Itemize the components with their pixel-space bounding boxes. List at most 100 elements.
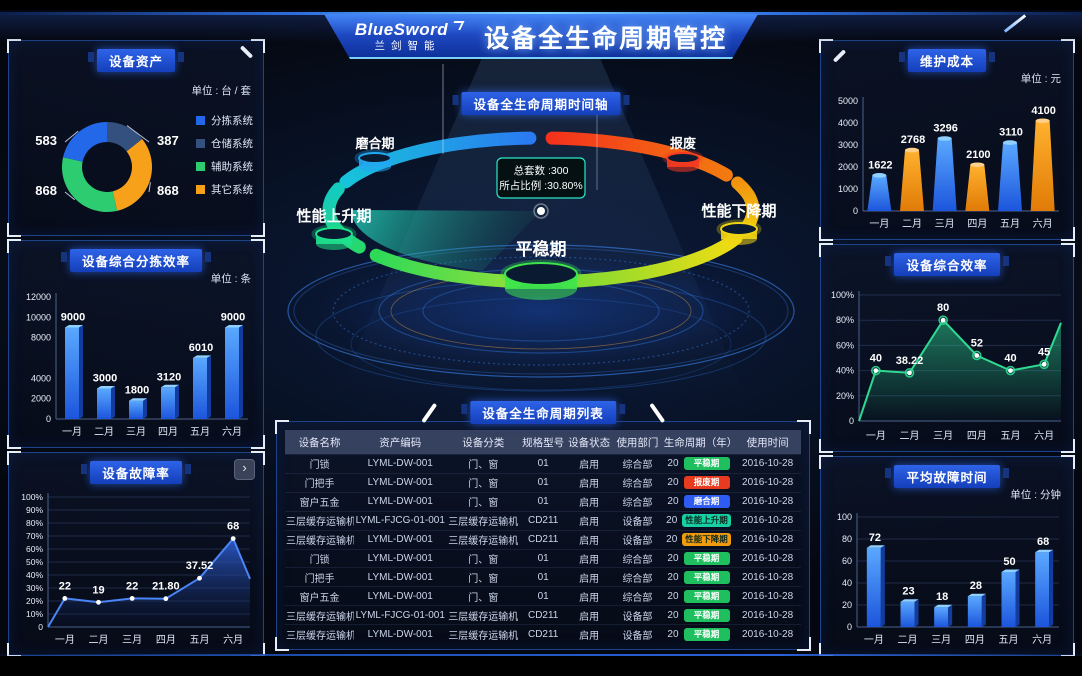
table-title-badge: 设备全生命周期列表 [461,401,625,424]
assets-chart-legend: 分拣系统仓储系统辅助系统其它系统 [196,105,253,205]
svg-text:二月: 二月 [94,426,114,438]
svg-text:20: 20 [842,600,852,610]
table-cell: 启用 [579,517,600,529]
lifecycle-years: 20 [667,609,679,621]
svg-text:1000: 1000 [838,184,858,194]
table-cell: 门锁 [309,554,330,566]
top-black-strip [0,0,1082,10]
lifecycle-cell: 20 磨合期 [663,495,734,509]
data-point [940,317,946,323]
svg-text:68: 68 [227,521,239,533]
date-cell: 2016-10-28 [742,571,794,583]
svg-text:磨合期: 磨合期 [355,136,394,151]
table-cell: 综合部 [622,498,653,510]
svg-text:0: 0 [46,414,51,424]
svg-text:五月: 五月 [190,426,210,438]
bar [1030,118,1055,211]
stage-badge: 平稳期 [683,627,730,641]
svg-text:二月: 二月 [89,634,109,646]
table-row[interactable]: 窗户五金 LYML-DW-001 门、窗 01 启用 综合部 20 平稳期 2016-10-28 [285,586,801,605]
data-point [129,596,135,601]
svg-text:21.80: 21.80 [152,581,180,593]
data-point [163,596,169,602]
svg-text:总套数 :300: 总套数 :300 [514,164,569,177]
svg-text:40%: 40% [836,366,854,376]
svg-text:3296: 3296 [933,122,957,134]
table-header-cell: 设备状态 [568,436,611,449]
svg-text:22: 22 [126,580,138,592]
table-row[interactable]: 三层缓存运输机 LYML-DW-001 三层缓存运输机 CD211 启用 设备部 20 平稳期… [285,624,801,643]
panel-title-badge: 平均故障时间 [885,465,1009,488]
table-cell: 三层缓存运输机 [286,611,355,623]
lifecycle-years: 20 [666,534,678,546]
table-cell: 三层缓存运输机 [448,517,519,529]
svg-text:1800: 1800 [125,385,149,397]
table-row[interactable]: 三层缓存运输机 LYML-FJCG-01-001 三层缓存运输机 CD211 启用 设备部… [285,605,801,624]
legend-item[interactable]: 分拣系统 [196,113,253,128]
table-cell: 综合部 [622,592,653,604]
bar [866,545,885,627]
table-row[interactable]: 门锁 LYML-DW-001 门、窗 01 启用 综合部 20 平稳期 2016-10-28 [285,454,801,473]
stage-badge: 平稳期 [683,570,730,584]
svg-text:2768: 2768 [901,134,925,146]
lifecycle-arc [369,248,522,288]
table-cell: LYML-DW-001 [367,552,433,564]
lifecycle-cell: 20 平稳期 [663,551,734,565]
svg-text:五月: 五月 [1001,430,1021,442]
svg-text:一月: 一月 [864,634,884,646]
date-cell: 2016-10-28 [742,609,794,621]
bar [965,162,990,211]
table-cell: 三层缓存运输机 [286,536,355,548]
svg-text:六月: 六月 [1032,634,1052,646]
expand-button[interactable]: › [234,459,255,480]
svg-text:30%: 30% [26,583,43,593]
ring-tooltip: 总套数 :300 所占比例 :30.80% [496,157,586,199]
lifecycle-years: 20 [667,590,679,602]
donut-slice [61,157,118,212]
stage-badge: 性能下降期 [682,533,731,547]
svg-text:9000: 9000 [61,312,85,324]
table-row[interactable]: 门把手 LYML-DW-001 门、窗 01 启用 综合部 20 平稳期 2016-10-28 [285,567,801,586]
legend-item[interactable]: 辅助系统 [196,159,253,174]
table-row[interactable]: 三层缓存运输机 LYML-DW-001 三层缓存运输机 CD211 启用 设备部 20 性能下… [285,529,801,549]
table-row[interactable]: 门锁 LYML-DW-001 门、窗 01 启用 综合部 20 平稳期 2016-10-28 [285,548,801,568]
lifecycle-cell: 20 报废期 [663,476,734,490]
stage-badge: 性能上升期 [682,514,731,528]
svg-text:45: 45 [1038,346,1050,358]
page-title: 设备全生命周期管控 [484,24,728,53]
table-title: 设备全生命周期列表 [482,407,604,421]
stage-badge: 平稳期 [683,589,730,603]
data-point [96,599,101,605]
svg-text:60%: 60% [26,544,43,554]
svg-text:50: 50 [1003,556,1015,568]
table-cell: 门、窗 [468,554,499,566]
lifecycle-years: 20 [666,515,678,527]
brand-logo-subtitle: 兰剑智能 [374,39,441,52]
svg-text:一月: 一月 [869,218,889,230]
table-row[interactable]: 门把手 LYML-DW-001 门、窗 01 启用 综合部 20 报废期 2016-10-28 [285,472,801,492]
data-point-halo [904,368,915,378]
panel-fault-rate: 设备故障率 › 0 10% 20% 30% 40% 50% 60% 70% 80% 90% 100%… [7,451,265,657]
svg-text:10000: 10000 [26,312,51,322]
table-row[interactable]: 窗户五金 LYML-DW-001 门、窗 01 启用 综合部 20 磨合期 2016-10-28 [285,491,801,511]
svg-text:六月: 六月 [223,634,243,646]
date-cell: 2016-10-28 [742,515,794,527]
table-cell: LYML-FJCG-01-001 [355,609,445,621]
table-cell: 01 [537,571,549,583]
legend-item[interactable]: 仓储系统 [196,136,253,151]
bar [129,398,147,419]
svg-text:二月: 二月 [900,430,920,442]
svg-text:18: 18 [936,591,948,603]
svg-text:20%: 20% [26,596,43,606]
table-row[interactable]: 三层缓存运输机 LYML-FJCG-01-001 三层缓存运输机 CD211 启用 设备部… [285,510,801,530]
legend-item[interactable]: 其它系统 [196,182,253,197]
table-cell: 启用 [579,498,600,510]
table-cell: 启用 [579,479,600,491]
lifecycle-arc [560,231,743,288]
table-cell: CD211 [527,609,559,621]
svg-text:40: 40 [870,353,882,365]
svg-text:报废: 报废 [670,136,696,151]
bar [932,136,957,211]
table-cell: 01 [537,590,549,602]
